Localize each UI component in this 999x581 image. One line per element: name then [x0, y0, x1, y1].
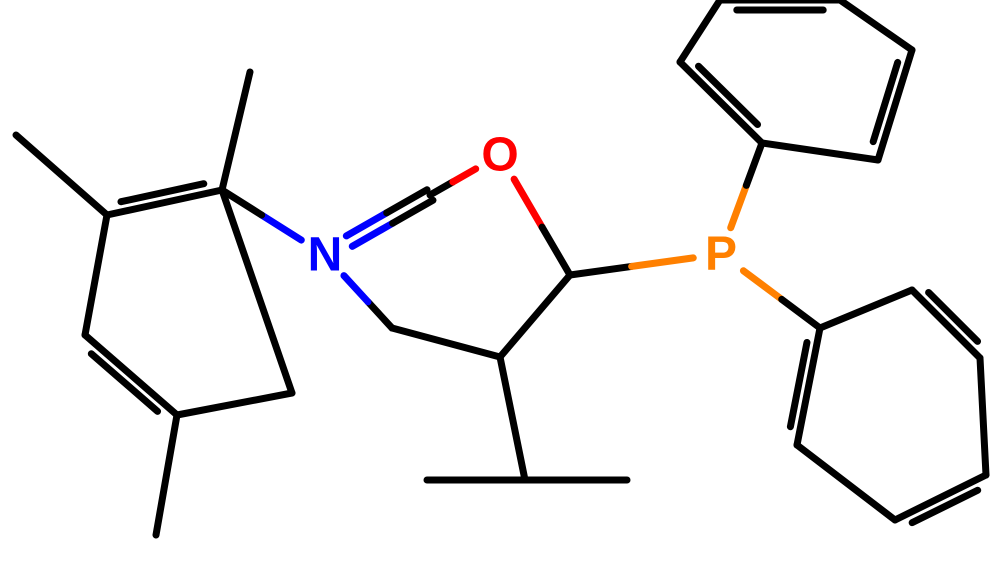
bond: [453, 169, 476, 182]
atom-label-o: O: [481, 129, 518, 182]
bond: [500, 275, 570, 357]
bond: [797, 445, 895, 520]
bond: [344, 276, 368, 302]
bond: [222, 190, 292, 393]
bond: [699, 66, 758, 124]
bond: [16, 135, 107, 215]
bond: [820, 290, 912, 328]
bond: [731, 185, 747, 227]
bond: [156, 415, 177, 535]
bond: [746, 143, 762, 185]
bonds-layer: [16, 0, 986, 535]
bond: [680, 0, 720, 62]
bond: [680, 62, 762, 143]
atom-label-p: P: [705, 228, 737, 281]
bond: [782, 299, 820, 328]
bond: [743, 271, 781, 300]
bond: [980, 358, 986, 475]
bond: [430, 182, 453, 195]
bond: [912, 290, 980, 358]
bond: [91, 354, 157, 412]
bond: [570, 266, 632, 275]
bond: [368, 302, 392, 328]
bond: [222, 72, 250, 190]
bond: [542, 227, 570, 275]
bond: [895, 475, 986, 520]
bond: [262, 215, 302, 240]
bond: [85, 215, 107, 335]
molecule-diagram: N O P: [0, 0, 999, 581]
bond: [392, 328, 500, 357]
atom-label-n: N: [308, 229, 343, 282]
bond: [762, 143, 878, 160]
bond: [500, 357, 525, 480]
bond: [177, 393, 292, 415]
bond: [85, 335, 177, 415]
bond: [632, 258, 694, 267]
bond: [514, 179, 542, 227]
bond: [840, 0, 912, 50]
